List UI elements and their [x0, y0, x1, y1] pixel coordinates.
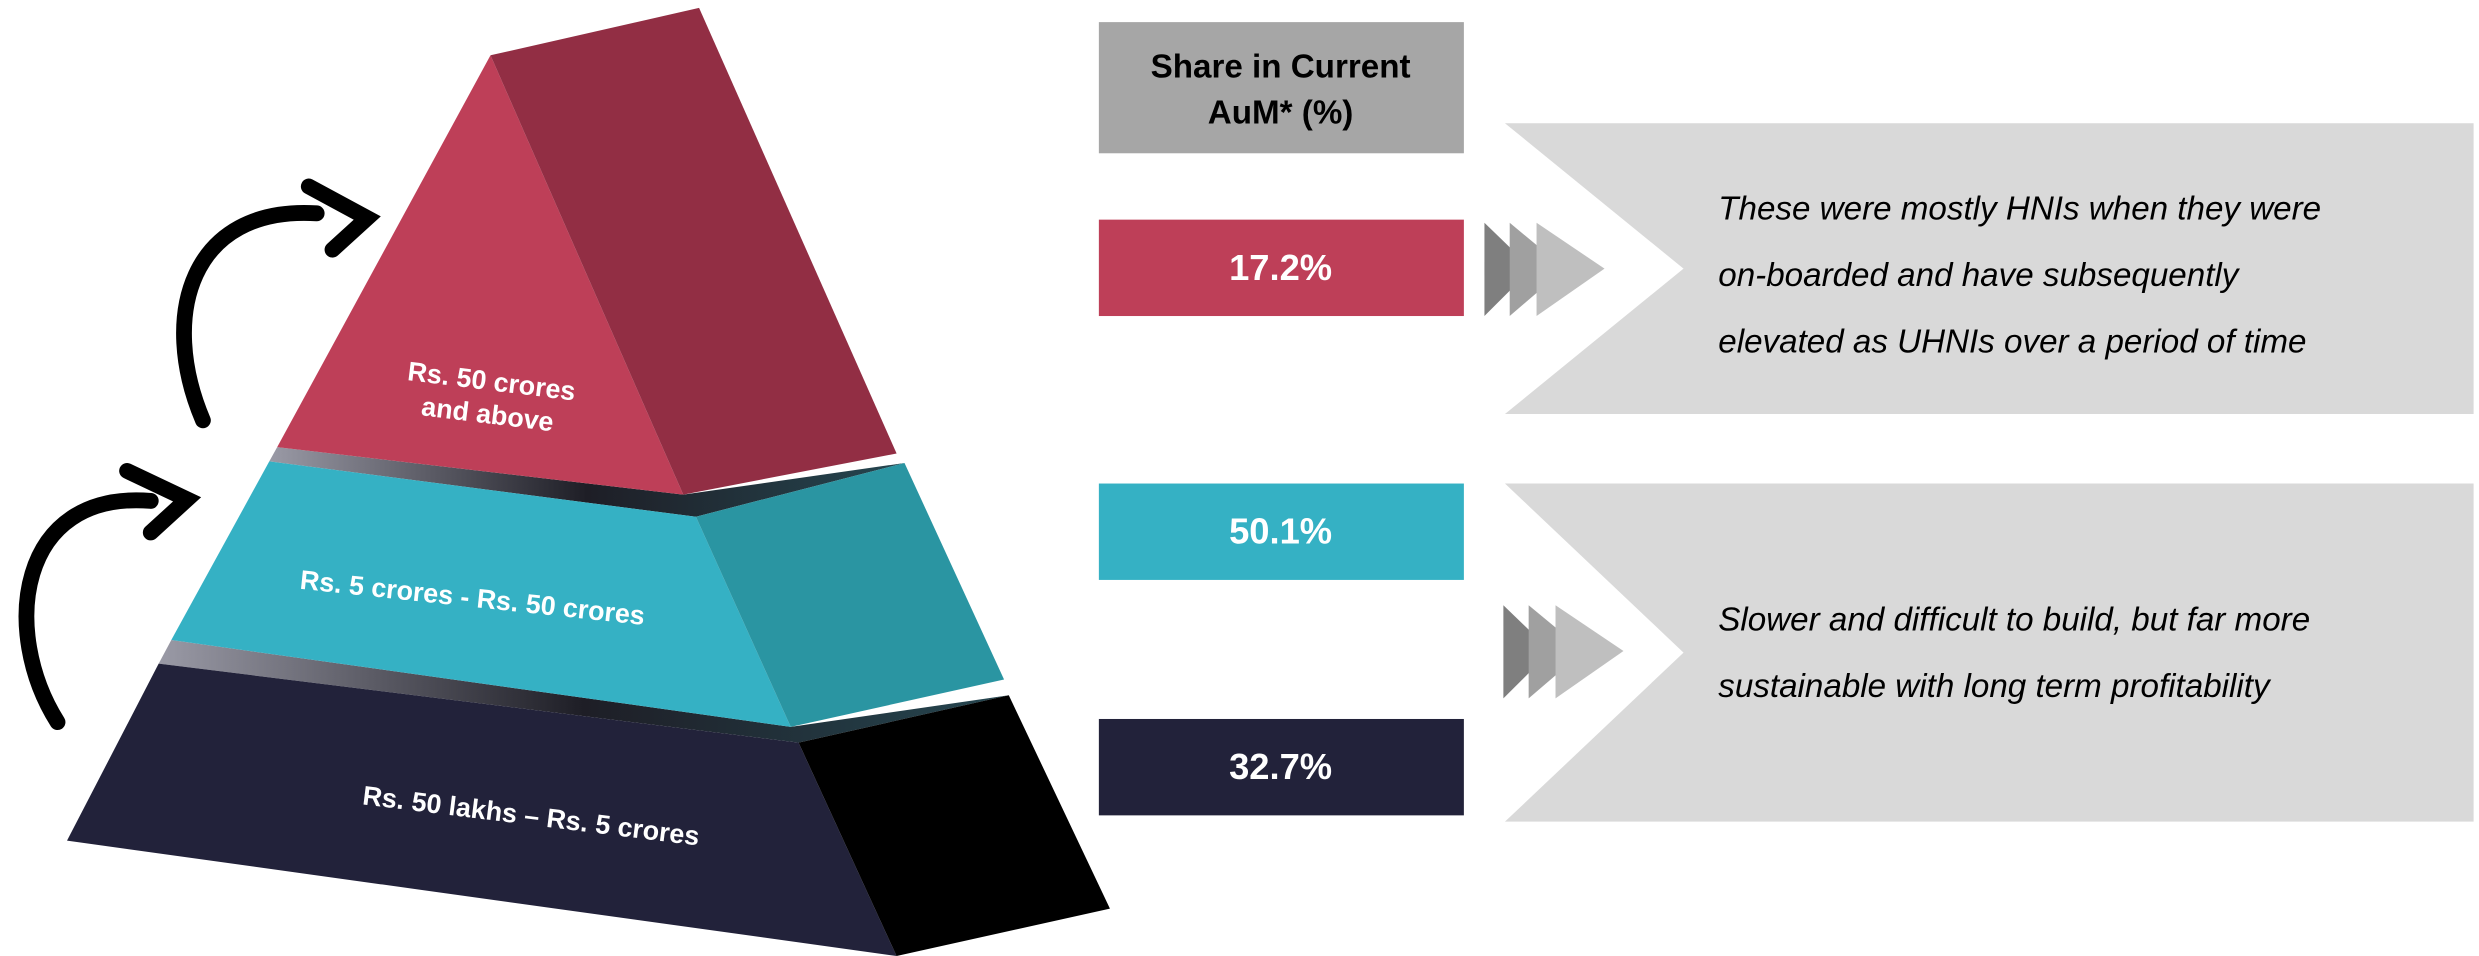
note: Slower and difficult to build, but far m…: [1718, 601, 2310, 704]
share-value: 50.1%: [1229, 511, 1332, 552]
arrow: [18, 492, 159, 731]
arrows: [18, 178, 381, 731]
share-box: [1098, 483, 1464, 580]
tier-middle-band: [269, 447, 905, 517]
tier-top-front: [277, 55, 684, 495]
share-value: 32.7%: [1229, 746, 1332, 787]
note-panel: [1504, 483, 2474, 822]
tier-top-side: [490, 7, 897, 495]
arrow: [176, 205, 325, 429]
tier-middle-side: [695, 462, 1005, 727]
share-value: 17.2%: [1229, 247, 1332, 288]
note-panel: [1504, 123, 2474, 415]
arrow: [300, 178, 381, 258]
share-box: [1098, 219, 1464, 317]
header: Share in Current AuM* (%): [1151, 48, 1411, 131]
tier-bottom-band: [158, 639, 1009, 743]
header-box: [1098, 22, 1464, 154]
arrow: [119, 462, 202, 541]
tier-bottom-front: [67, 663, 897, 956]
tier-bottom-side: [798, 695, 1110, 956]
note: These were mostly HNIs when they were on-…: [1718, 191, 2321, 361]
pyramid: Rs. 50 croresand above Rs. 5 crores - Rs…: [67, 7, 1110, 956]
share-box: [1098, 718, 1464, 816]
tier-middle-front: [171, 461, 791, 727]
chevrons: [1484, 222, 1624, 699]
